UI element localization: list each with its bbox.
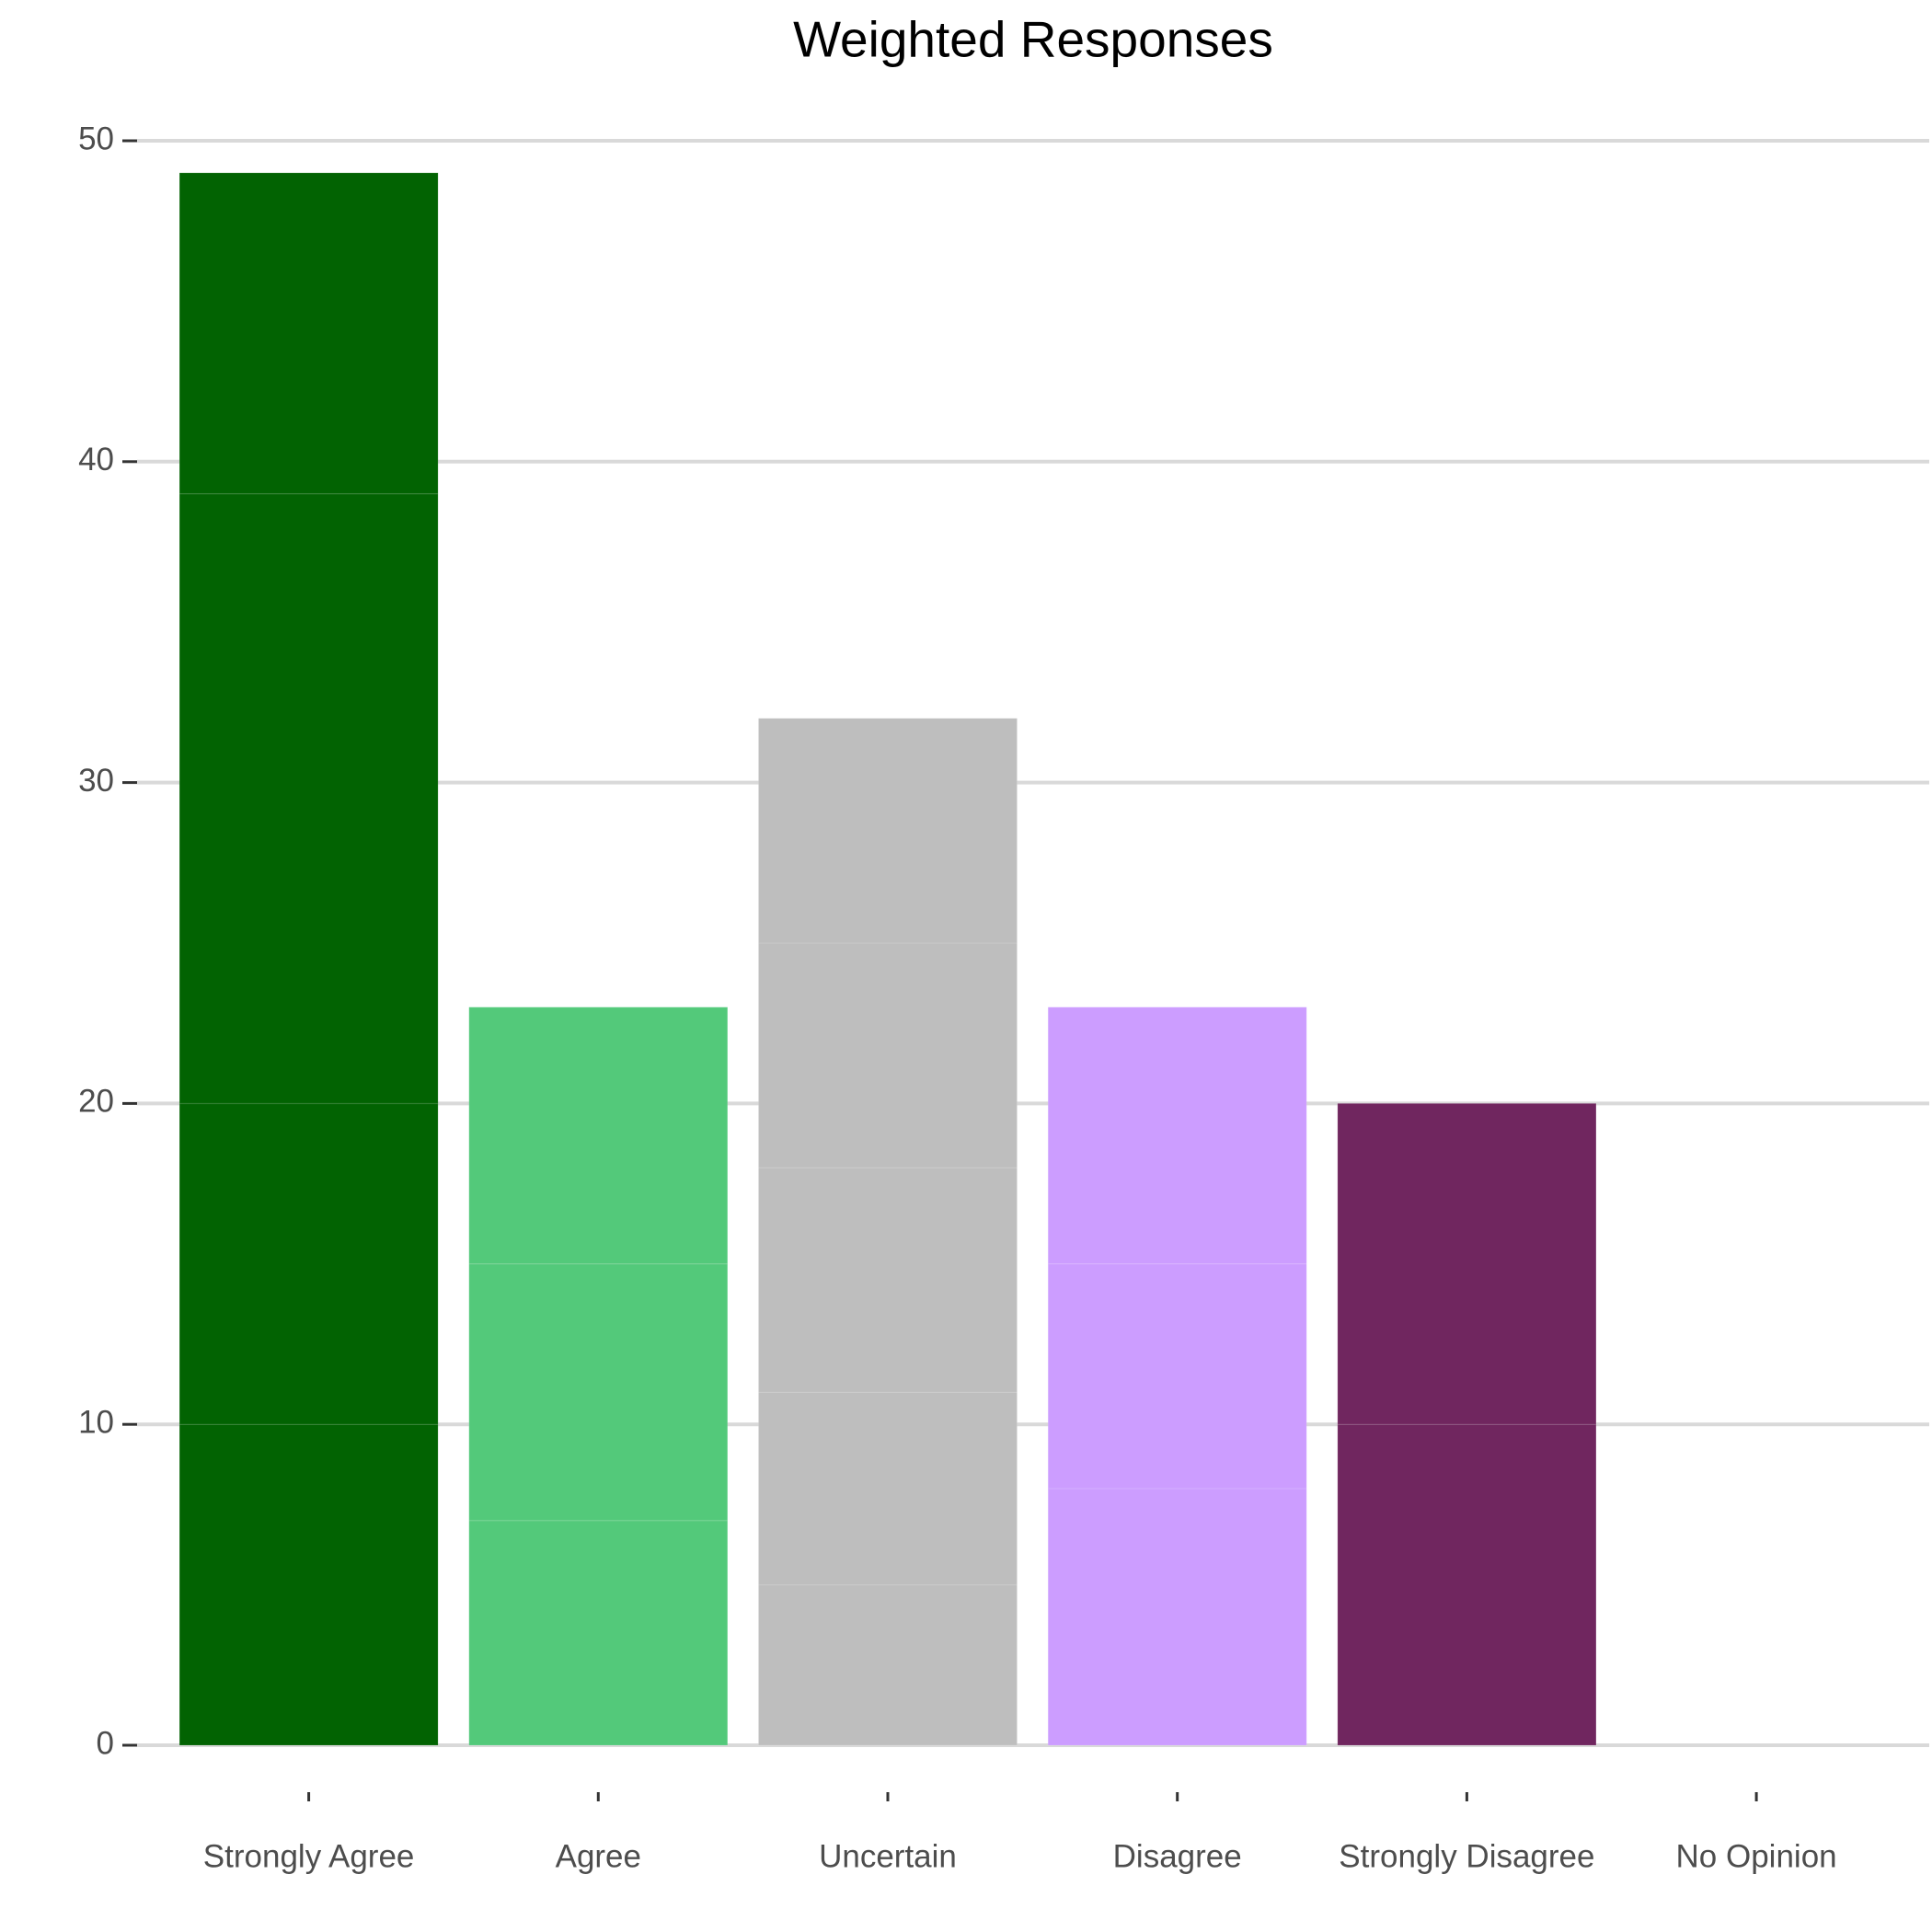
y-tick-label: 30 xyxy=(78,763,114,799)
y-tick-label: 40 xyxy=(78,442,114,477)
bar-segment xyxy=(178,172,439,495)
bar-segment xyxy=(468,1263,729,1522)
bar-segment xyxy=(468,1006,729,1265)
x-tick-label: Strongly Disagree xyxy=(1339,1838,1594,1874)
bar-segment xyxy=(1047,1263,1307,1489)
y-tick-label: 10 xyxy=(78,1404,114,1440)
x-tick-label: No Opinion xyxy=(1676,1838,1837,1874)
y-tick-label: 0 xyxy=(97,1725,114,1761)
x-tick-label: Disagree xyxy=(1113,1838,1242,1874)
bar-segment xyxy=(757,718,1018,944)
bar-segment xyxy=(1047,1488,1307,1746)
bar-segment xyxy=(757,942,1018,1168)
bar-segment xyxy=(757,1167,1018,1394)
bar-segment xyxy=(757,1391,1018,1586)
x-tick-label: Uncertain xyxy=(819,1838,957,1874)
x-tick-label: Strongly Agree xyxy=(203,1838,415,1874)
chart-title: Weighted Responses xyxy=(793,11,1273,68)
bar-segment xyxy=(1337,1423,1597,1746)
y-tick-label: 50 xyxy=(78,121,114,156)
bar-segment xyxy=(178,1423,439,1746)
bar-segment xyxy=(468,1520,729,1746)
bar-segment xyxy=(178,492,439,1105)
bar-segment xyxy=(178,1102,439,1425)
bar-segment xyxy=(1337,1102,1597,1425)
bar-segment xyxy=(1047,1006,1307,1265)
x-tick-label: Agree xyxy=(556,1838,641,1874)
y-tick-label: 20 xyxy=(78,1084,114,1120)
bar-segment xyxy=(757,1583,1018,1746)
